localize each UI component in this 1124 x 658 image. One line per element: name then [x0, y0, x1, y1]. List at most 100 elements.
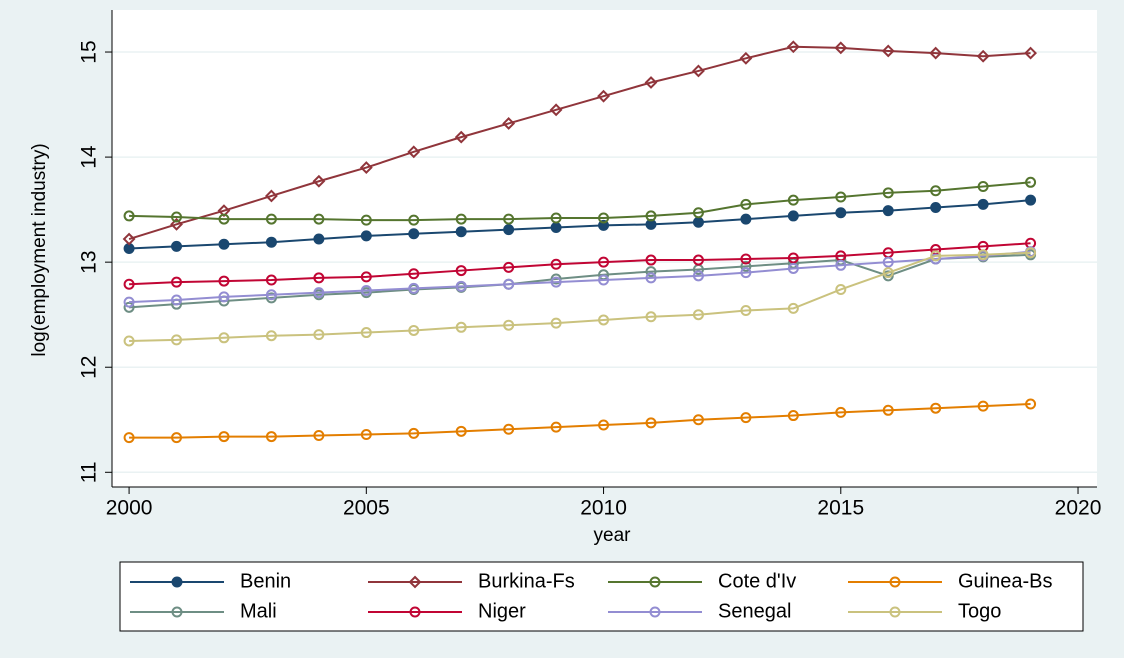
legend-label: Niger — [478, 600, 526, 622]
marker — [740, 260, 752, 272]
marker — [313, 329, 325, 341]
marker — [740, 213, 752, 225]
marker — [218, 332, 230, 344]
marker — [265, 431, 277, 443]
marker — [977, 198, 989, 210]
marker — [882, 256, 894, 268]
marker — [645, 210, 657, 222]
marker — [598, 274, 610, 286]
legend-marker — [409, 606, 421, 618]
marker — [408, 228, 420, 240]
marker — [313, 213, 325, 225]
marker — [740, 412, 752, 424]
marker — [550, 221, 562, 233]
marker — [881, 44, 895, 58]
marker — [503, 213, 515, 225]
marker — [408, 324, 420, 336]
marker — [503, 423, 515, 435]
marker — [171, 334, 183, 346]
marker — [598, 256, 610, 268]
marker — [549, 103, 563, 117]
marker — [171, 432, 183, 444]
marker — [408, 268, 420, 280]
marker — [976, 49, 990, 63]
marker — [787, 302, 799, 314]
marker — [1025, 194, 1037, 206]
series-line — [129, 181, 1031, 222]
marker — [645, 266, 657, 278]
x-tick-label: 2005 — [343, 497, 390, 520]
marker — [455, 425, 467, 437]
marker — [265, 330, 277, 342]
marker — [692, 207, 704, 219]
marker — [218, 431, 230, 443]
marker — [645, 311, 657, 323]
marker — [503, 224, 515, 236]
marker — [171, 276, 183, 288]
marker — [930, 185, 942, 197]
legend-label: Mali — [240, 600, 277, 622]
marker — [930, 250, 942, 262]
y-tick-label: 13 — [78, 250, 101, 273]
marker — [407, 145, 421, 159]
marker — [598, 219, 610, 231]
marker — [977, 181, 989, 193]
marker — [929, 46, 943, 60]
marker — [740, 267, 752, 279]
marker — [930, 402, 942, 414]
y-tick-label: 14 — [78, 145, 101, 169]
series-line — [129, 402, 1031, 439]
marker — [313, 287, 325, 299]
marker — [1024, 46, 1037, 60]
marker — [360, 285, 372, 297]
marker — [123, 301, 135, 313]
marker — [739, 51, 753, 65]
legend-marker — [408, 575, 422, 589]
legend-label: Togo — [958, 600, 1001, 622]
marker — [835, 207, 847, 219]
marker — [454, 130, 468, 144]
marker — [171, 211, 183, 223]
x-axis-title: year — [594, 525, 632, 546]
marker — [598, 212, 610, 224]
marker — [598, 419, 610, 431]
marker — [786, 40, 800, 54]
marker — [312, 174, 326, 188]
marker — [360, 230, 372, 242]
marker — [265, 213, 277, 225]
marker — [644, 76, 658, 89]
marker — [692, 64, 705, 78]
marker — [218, 238, 230, 250]
marker — [408, 214, 420, 226]
legend-label: Burkina-Fs — [478, 570, 575, 592]
marker — [882, 404, 894, 416]
marker — [218, 213, 230, 225]
series-line — [129, 251, 1031, 342]
marker — [597, 89, 610, 103]
marker — [550, 258, 562, 270]
marker — [123, 278, 135, 290]
marker — [218, 291, 230, 303]
marker — [882, 205, 894, 217]
marker — [977, 249, 989, 261]
marker — [550, 317, 562, 329]
marker — [645, 417, 657, 429]
marker — [360, 271, 372, 283]
marker — [408, 282, 420, 294]
marker — [218, 275, 230, 287]
series-line — [129, 199, 1031, 250]
marker — [598, 314, 610, 326]
legend-label: Cote d'Iv — [718, 570, 796, 592]
marker — [882, 267, 894, 279]
marker — [359, 161, 373, 175]
legend-label: Guinea-Bs — [958, 570, 1053, 592]
marker — [123, 432, 135, 444]
legend-marker — [889, 606, 901, 618]
marker — [550, 212, 562, 224]
series-line — [129, 250, 1031, 304]
marker — [171, 240, 183, 252]
marker — [645, 254, 657, 266]
marker — [692, 309, 704, 321]
legend-label: Benin — [240, 570, 291, 592]
marker — [171, 294, 183, 306]
